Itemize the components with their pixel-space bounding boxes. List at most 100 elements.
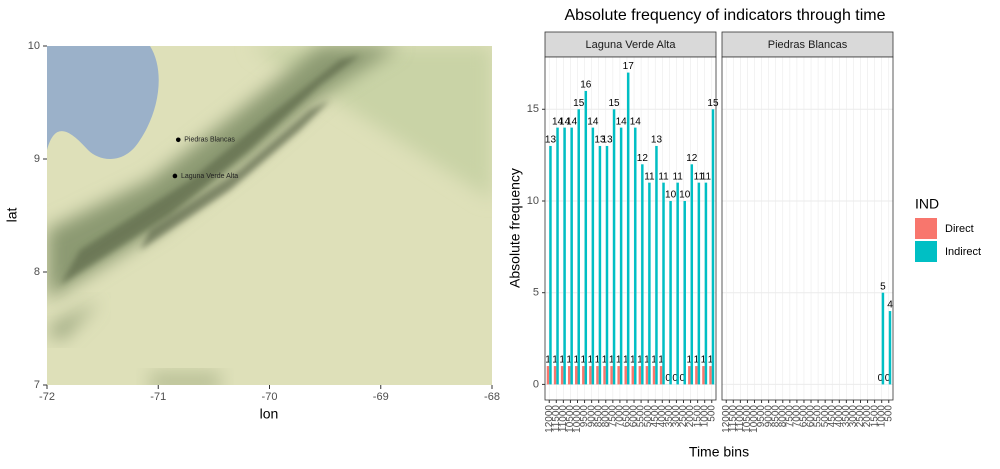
x-tick-label: 1000 [699,405,710,428]
facet-strip [544,31,717,58]
bar [563,127,566,385]
x-tick-label: 3000 [671,405,682,428]
facet-label: Piedras Blancas [768,39,848,51]
panel [722,57,893,400]
value-label: 14 [616,116,628,127]
value-label: 1 [658,355,664,366]
bar [659,366,663,385]
value-label: 1 [566,355,572,366]
value-label: 1 [581,355,587,366]
value-label: 11 [644,171,655,182]
x-tick-label: 500 [706,405,717,422]
value-label: 1 [708,355,714,366]
x-tick-label: 7000 [615,405,626,428]
bar [631,366,635,385]
x-tick-label: 5000 [820,405,831,428]
bar [688,366,691,385]
x-tick-label: 4500 [827,405,838,428]
x-tick-label: 1500 [692,405,703,428]
value-label: 11 [701,171,712,182]
x-tick-label: 8500 [770,405,781,428]
x-tick-label: 8500 [593,405,604,428]
x-tick-label: 9000 [586,405,597,428]
x-tick-label: 12000 [544,405,555,433]
value-label: 0 [665,373,671,384]
value-label: 11 [672,171,683,182]
value-label: 1 [573,355,579,366]
legend-key [915,218,937,239]
bar [596,366,599,385]
x-axis-label: Time bins [689,444,749,460]
y-tick-label: 8 [34,266,40,278]
x-tick-label: 4000 [834,405,845,428]
bar [560,366,564,385]
x-tick-label: 3500 [664,405,675,428]
site-point [172,173,178,179]
bar [704,182,708,385]
value-label: 1 [623,355,629,366]
bar [570,127,573,385]
bar [577,109,580,385]
bar [690,164,694,385]
x-tick-label: 2000 [862,405,873,428]
bar [648,182,651,385]
value-label: 12 [686,153,698,164]
value-label: 1 [701,355,707,366]
value-label: 13 [601,135,613,146]
legend-key [915,241,937,262]
legend-title: IND [915,196,939,212]
bar [612,109,616,385]
bar [683,200,686,385]
value-label: 13 [594,135,606,146]
value-label: 1 [651,355,657,366]
bar [553,366,557,385]
facet-label: Laguna Verde Alta [586,39,677,51]
value-label: 4 [887,300,893,311]
y-axis-label: lat [4,208,20,223]
y-tick-label: 10 [28,40,40,52]
x-tick-label: 2500 [855,405,866,428]
bar [634,127,637,385]
y-tick-label: 7 [34,379,40,391]
value-label: 13 [651,135,663,146]
x-tick-label: 10500 [565,405,576,433]
x-tick-label: 1000 [876,405,887,428]
bar [652,366,656,385]
x-tick-label: 12000 [721,405,732,433]
x-tick-label: 11500 [551,405,562,433]
bar [575,366,578,385]
x-tick-label: 8000 [777,405,788,428]
value-label: 17 [623,61,635,72]
x-axis-label: lon [260,406,279,422]
bar [610,366,613,385]
x-tick-label: 4500 [650,405,661,428]
y-tick-label: 0 [533,378,539,390]
value-label: 1 [559,355,565,366]
value-label: 16 [580,80,592,91]
value-label: 14 [630,116,642,127]
bar [582,366,585,385]
bar [888,311,892,385]
x-tick-label: 11000 [735,405,746,433]
value-label: 14 [559,116,571,127]
bar [617,366,620,385]
y-tick-label: 9 [34,153,40,165]
bar [662,182,665,385]
bar [641,164,644,385]
bar [676,182,679,385]
x-tick-label: 5000 [643,405,654,428]
site-label: Piedras Blancas [184,137,235,144]
x-tick-label: -72 [39,391,55,403]
value-label: 0 [885,373,891,384]
bar [669,200,672,385]
value-label: 1 [588,355,594,366]
bar [598,145,602,385]
facet-strip [721,31,894,58]
value-label: 11 [658,171,669,182]
x-tick-label: 5500 [636,405,647,428]
bar [638,366,642,385]
value-label: 11 [694,171,705,182]
value-label: 15 [573,98,585,109]
value-label: 1 [616,355,622,366]
